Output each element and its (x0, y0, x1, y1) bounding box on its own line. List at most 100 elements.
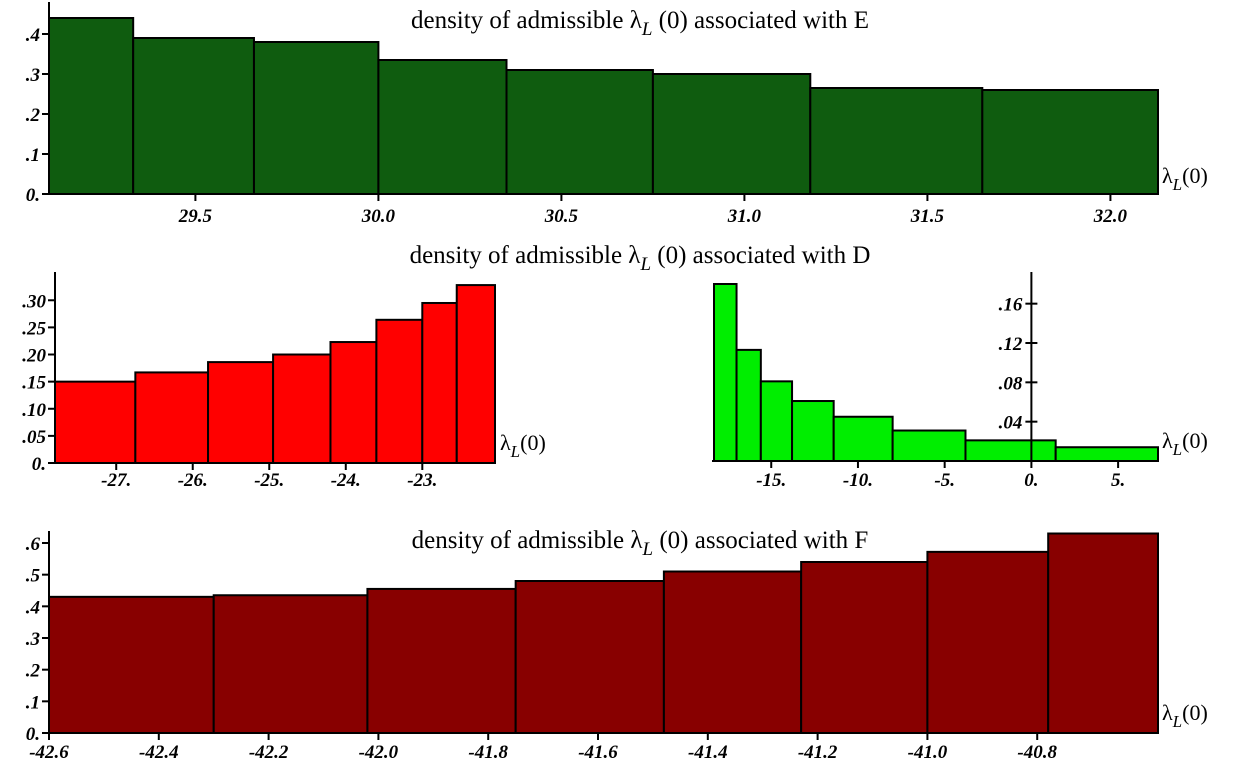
chart-title-post: (0) associated with E (652, 7, 869, 34)
histogram-bar (54, 380, 137, 464)
x-axis-label-post: (0) (520, 430, 546, 455)
y-tick-label: .2 (26, 661, 41, 682)
x-tick-label: -26. (178, 470, 208, 491)
histogram-bar (981, 89, 1159, 195)
histogram-bar (48, 595, 215, 734)
chart-f: density of admissible λL (0) associated … (26, 527, 1208, 763)
histogram-bar (132, 37, 255, 195)
x-axis-label: λL(0) (1162, 700, 1208, 731)
histogram-bar (1047, 532, 1159, 734)
histogram-bar (252, 41, 380, 195)
chart-d-right: -15. -10. -5. 0. 5. .04 .08 .12 .16 λL(0) (712, 272, 1208, 491)
chart-title-pre: density of admissible λ (410, 242, 641, 269)
y-tick-label: .05 (22, 427, 46, 448)
x-axis-label-post: (0) (1182, 428, 1208, 453)
x-axis-label-pre: λ (1162, 700, 1173, 725)
histogram-bar (735, 348, 762, 462)
histogram-bar (329, 341, 378, 465)
x-axis-label: λL(0) (500, 430, 546, 461)
y-tick-label: .1 (26, 692, 40, 713)
y-tick-label: .4 (26, 25, 40, 46)
x-tick-label: -41.6 (578, 742, 618, 763)
x-tick-label: -41.0 (908, 742, 948, 763)
x-axis-label: λL(0) (1162, 428, 1208, 459)
histogram-bar (375, 318, 424, 464)
chart-title-pre: density of admissible λ (411, 7, 642, 34)
y-tick-label: .16 (999, 295, 1023, 316)
y-tick-label: .6 (26, 534, 41, 555)
x-tick-label: -40.8 (1017, 742, 1057, 763)
chart-title-sub: L (642, 539, 654, 560)
histogram-bar (455, 284, 497, 464)
histogram-bar (514, 580, 665, 734)
x-tick-label: -42.0 (359, 742, 399, 763)
chart-title-sub: L (639, 254, 651, 275)
histogram-bar (832, 415, 894, 462)
x-axis-label-post: (0) (1182, 700, 1208, 725)
x-axis-label: λL(0) (1162, 163, 1208, 194)
chart-title: density of admissible λL (0) associated … (412, 527, 869, 560)
x-axis-label-sub: L (510, 442, 520, 461)
y-tick-label: .10 (22, 400, 46, 421)
x-tick-label: 30.0 (361, 206, 396, 227)
histogram-bar (800, 561, 929, 734)
histogram-bar (48, 17, 135, 195)
histogram-bar (791, 400, 835, 462)
histogram-bar (505, 69, 654, 195)
x-axis-label-sub: L (1172, 175, 1182, 194)
x-tick-label: -25. (254, 470, 284, 491)
y-tick-label: .25 (22, 318, 46, 339)
y-tick-label: .1 (26, 145, 40, 166)
x-tick-label: -10. (843, 470, 873, 491)
x-axis-label-pre: λ (500, 430, 511, 455)
x-tick-label: 30.5 (544, 206, 579, 227)
histogram-bar (207, 361, 275, 465)
histogram-bar (964, 439, 1057, 463)
x-tick-label: 0. (1024, 470, 1038, 491)
histogram-bar (272, 353, 332, 464)
y-tick-label: .08 (999, 373, 1023, 394)
x-tick-label: -5. (934, 470, 955, 491)
y-tick-label: .20 (22, 346, 46, 367)
histogram-bar (891, 429, 967, 462)
y-tick-label: .30 (22, 291, 46, 312)
y-tick-label: .4 (26, 597, 40, 618)
chart-e: density of admissible λL (0) associated … (26, 2, 1208, 227)
x-tick-label: 5. (1111, 470, 1125, 491)
histogram-bar (662, 570, 803, 734)
histogram-bar (759, 380, 794, 463)
chart-title: density of admissible λL (0) associated … (410, 242, 871, 275)
y-tick-label: .3 (26, 65, 40, 86)
histogram-bar (212, 594, 369, 734)
x-tick-label: 32.0 (1093, 206, 1128, 227)
chart-title-pre: density of admissible λ (412, 527, 643, 554)
x-tick-label: -27. (101, 470, 131, 491)
x-tick-label: -42.6 (29, 742, 69, 763)
x-axis-label-pre: λ (1162, 428, 1173, 453)
x-tick-label: -15. (756, 470, 786, 491)
x-tick-label: -41.4 (688, 742, 728, 763)
x-tick-label: 31.0 (727, 206, 762, 227)
histogram-bar (809, 87, 984, 195)
x-tick-label: -41.8 (468, 742, 508, 763)
x-axis-label-sub: L (1172, 440, 1182, 459)
y-tick-label: .04 (999, 413, 1023, 434)
x-axis-label-pre: λ (1162, 163, 1173, 188)
y-tick-label: .5 (26, 566, 41, 587)
histogram-bar (134, 371, 210, 465)
histogram-bar (1054, 446, 1159, 463)
histogram-bar (713, 283, 738, 462)
x-tick-label: -23. (407, 470, 437, 491)
y-tick-label: .2 (26, 105, 41, 126)
chart-title-sub: L (641, 19, 653, 40)
chart-d-left: density of admissible λL (0) associated … (22, 242, 870, 491)
y-tick-label: 0. (32, 454, 46, 475)
chart-title-post: (0) associated with F (653, 527, 868, 554)
chart-title: density of admissible λL (0) associated … (411, 7, 869, 40)
histogram-bar (377, 59, 508, 195)
x-tick-label: 31.5 (910, 206, 945, 227)
y-tick-label: 0. (26, 185, 40, 206)
x-tick-label: -42.4 (139, 742, 179, 763)
x-tick-label: -42.2 (249, 742, 289, 763)
